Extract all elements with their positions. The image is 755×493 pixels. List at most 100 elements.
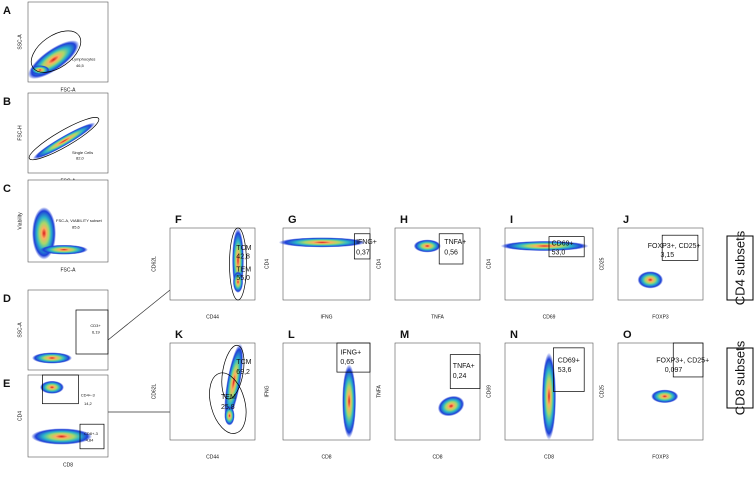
gate-name: IFNG+ <box>340 350 361 357</box>
gate <box>209 372 247 434</box>
density <box>40 244 88 255</box>
density <box>541 352 557 440</box>
x-axis-label: CD69 <box>543 314 556 320</box>
gate-name: CD8+-3 <box>84 431 99 436</box>
gate-name: TNFA+ <box>444 239 466 246</box>
density <box>40 380 64 394</box>
side-label: CD4 subsets <box>732 230 747 305</box>
gate-name: CD69+ <box>552 241 574 248</box>
gate <box>79 423 105 450</box>
gate <box>229 227 247 301</box>
gate <box>672 342 704 378</box>
y-axis-label: CD4 <box>17 411 23 421</box>
gate-name: IFNG+ <box>356 239 377 246</box>
panel-letter: F <box>175 214 182 226</box>
side-label: CD8 subsets <box>732 340 747 415</box>
x-axis-label: CD8 <box>63 462 73 468</box>
gate-value: 0,097 <box>665 367 683 374</box>
gate-value: 25,8 <box>221 404 235 411</box>
panel-letter: J <box>623 214 629 226</box>
y-axis-label: IFNG <box>264 385 270 397</box>
x-axis-label: CD8 <box>321 454 331 460</box>
gate-name: CD4+-3 <box>81 393 96 398</box>
x-axis-label: FSC-A <box>61 267 77 273</box>
panel-letter: N <box>510 329 518 341</box>
x-axis-label: CD8 <box>432 454 442 460</box>
density <box>278 237 366 248</box>
gate-name: CD3+ <box>90 323 101 328</box>
gate-name: CD69+ <box>558 357 580 364</box>
side-box <box>726 347 754 409</box>
gate-value: 0,37 <box>356 249 370 256</box>
panel-letter: B <box>3 96 11 108</box>
panel-letter: H <box>400 214 408 226</box>
gate-value: 69,2 <box>236 369 250 376</box>
panel-letter: D <box>3 293 11 305</box>
panel-letter: A <box>3 5 11 17</box>
density <box>637 271 664 289</box>
x-axis-label: CD44 <box>206 454 219 460</box>
y-axis-label: CD62L <box>151 384 157 400</box>
gate-name: FOXP3+, CD25+ <box>648 243 701 250</box>
density <box>437 395 465 417</box>
gate <box>438 233 464 265</box>
x-axis-label: IFNG <box>321 314 333 320</box>
panel-letter: K <box>175 329 183 341</box>
y-axis-label: CD69 <box>486 385 492 398</box>
density <box>224 343 244 421</box>
gate <box>353 233 371 260</box>
panel-letter: L <box>288 329 295 341</box>
density <box>32 352 72 364</box>
x-axis-label: FOXP3 <box>652 314 669 320</box>
density <box>342 364 357 439</box>
gate-name: TEM <box>236 267 251 274</box>
gate-value: 3,15 <box>661 252 675 259</box>
connector <box>107 289 171 341</box>
y-axis-label: Viability <box>17 212 23 230</box>
density <box>500 240 589 252</box>
gate <box>449 354 481 389</box>
gate-name: TNFA+ <box>453 363 475 370</box>
y-axis-label: TNFA <box>376 384 382 397</box>
gate <box>548 236 585 258</box>
x-axis-label: FSC-A <box>61 87 77 93</box>
gate-value: 0,56 <box>444 249 458 256</box>
gate-name: TCM <box>236 245 251 252</box>
gate-value: 0,65 <box>340 359 354 366</box>
y-axis-label: CD62L <box>151 256 157 272</box>
gate <box>42 374 79 405</box>
panel-letter: G <box>288 214 297 226</box>
gate-value: 55,0 <box>236 275 250 282</box>
x-axis-label: CD44 <box>206 314 219 320</box>
y-axis-label: CD4 <box>486 259 492 269</box>
panel-letter: E <box>3 378 10 390</box>
gate <box>661 234 699 261</box>
gate-value: 14,2 <box>84 401 93 406</box>
density <box>30 65 50 75</box>
gate-value: 46,5 <box>76 63 85 68</box>
gate-name: FSC-A, VIABILITY subset <box>56 218 103 223</box>
panel-letter: M <box>400 329 409 341</box>
gate-value: 53,6 <box>558 367 572 374</box>
density <box>651 389 679 404</box>
gate-name: TCM <box>236 359 251 366</box>
gate-name: TEM <box>221 394 236 401</box>
gate-name: FOXP3+, CD25+ <box>656 357 709 364</box>
y-axis-label: CD4 <box>264 259 270 269</box>
density <box>31 428 93 445</box>
plot-frame <box>282 342 371 441</box>
y-axis-label: CD4 <box>376 259 382 269</box>
gate-value: 82,0 <box>76 156 85 161</box>
x-axis-label: TNFA <box>431 314 444 320</box>
y-axis-label: SSC-A <box>17 322 23 338</box>
density <box>232 271 244 293</box>
gate-value: 6,19 <box>92 329 101 334</box>
x-axis-label: CD8 <box>544 454 554 460</box>
panel-letter: C <box>3 183 11 195</box>
plot-frame <box>27 92 109 174</box>
gate <box>28 117 100 161</box>
density <box>32 122 96 160</box>
side-box <box>726 235 754 301</box>
gate-value: 85,6 <box>72 225 81 230</box>
